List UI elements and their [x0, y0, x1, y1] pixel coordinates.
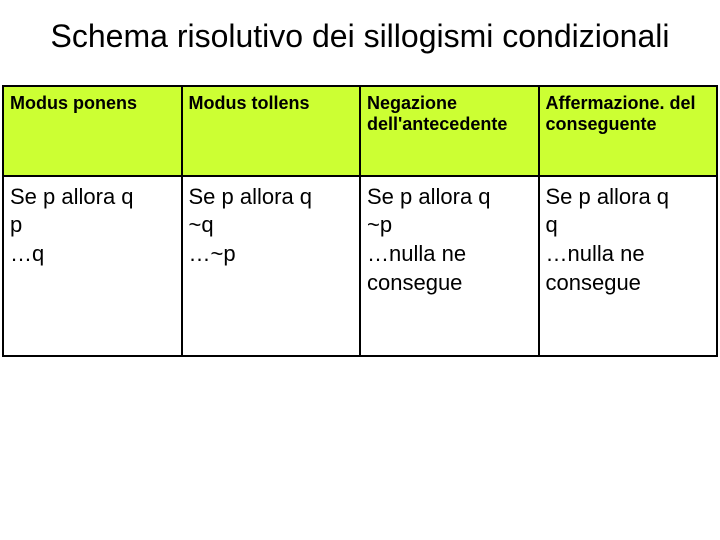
col-header-1: Modus tollens: [182, 86, 361, 176]
table-body-row: Se p allora q p …q Se p allora q ~q …~p …: [3, 176, 717, 356]
cell-line: q: [546, 211, 711, 240]
cell-line: p: [10, 211, 175, 240]
cell-line: Se p allora q: [10, 183, 175, 212]
slide: Schema risolutivo dei sillogismi condizi…: [0, 0, 720, 540]
cell-line: Se p allora q: [546, 183, 711, 212]
cell-1: Se p allora q ~q …~p: [182, 176, 361, 356]
cell-line: …q: [10, 240, 175, 269]
cell-line: ~p: [367, 211, 532, 240]
col-header-0: Modus ponens: [3, 86, 182, 176]
col-header-2: Negazione dell'antecedente: [360, 86, 539, 176]
cell-line: ~q: [189, 211, 354, 240]
cell-2: Se p allora q ~p …nulla ne consegue: [360, 176, 539, 356]
cell-3: Se p allora q q …nulla ne consegue: [539, 176, 718, 356]
table-header-row: Modus ponens Modus tollens Negazione del…: [3, 86, 717, 176]
cell-line: …~p: [189, 240, 354, 269]
slide-title: Schema risolutivo dei sillogismi condizi…: [40, 18, 680, 55]
syllogism-table: Modus ponens Modus tollens Negazione del…: [2, 85, 718, 357]
cell-line: Se p allora q: [189, 183, 354, 212]
col-header-3: Affermazione. del conseguente: [539, 86, 718, 176]
cell-line: consegue: [546, 269, 711, 298]
cell-line: …nulla ne: [546, 240, 711, 269]
cell-line: …nulla ne: [367, 240, 532, 269]
cell-line: Se p allora q: [367, 183, 532, 212]
cell-line: consegue: [367, 269, 532, 298]
cell-0: Se p allora q p …q: [3, 176, 182, 356]
